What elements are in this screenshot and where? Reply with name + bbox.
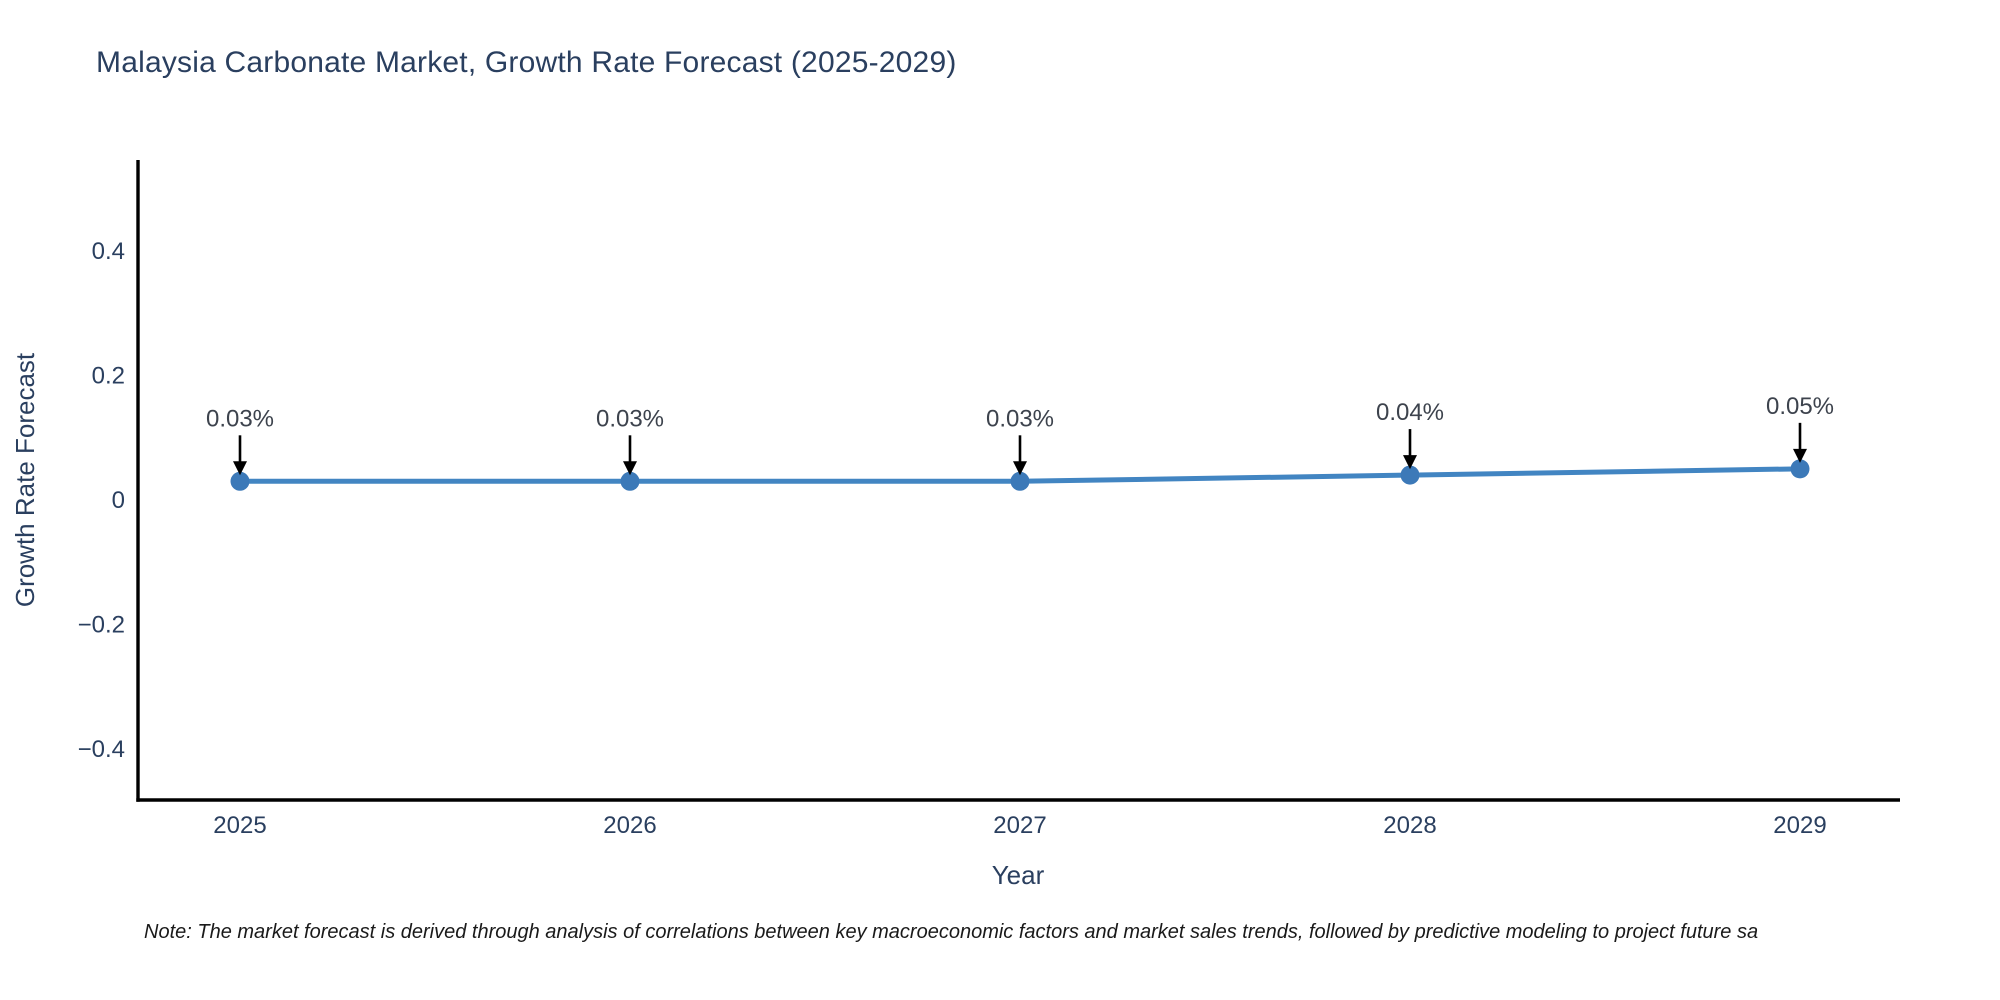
footnote: Note: The market forecast is derived thr… [144,921,1759,943]
y-axis-tick-label: 0.4 [92,238,125,265]
y-axis-tick-label: 0.2 [92,362,125,389]
data-point-marker [230,471,250,491]
x-axis-tick-label: 2027 [993,812,1046,839]
x-axis-tick-label: 2026 [603,812,656,839]
data-point-marker [1010,471,1030,491]
annotation-label: 0.05% [1766,393,1834,420]
x-axis-title: Year [992,860,1045,890]
annotation-arrow-head [233,461,247,476]
data-point-marker [620,471,640,491]
y-axis-tick-label: 0 [112,487,125,514]
annotation-arrow-head [623,461,637,476]
data-point-marker [1400,465,1420,485]
x-axis-tick-label: 2025 [213,812,266,839]
y-axis-tick-label: −0.2 [78,612,125,639]
annotation-label: 0.04% [1376,399,1444,426]
annotation-arrow-head [1403,455,1417,470]
annotation-label: 0.03% [206,405,274,432]
annotation-label: 0.03% [986,405,1054,432]
data-point-marker [1790,459,1810,479]
y-axis-title: Growth Rate Forecast [10,352,40,607]
y-axis-tick-label: −0.4 [78,736,125,763]
x-axis-tick-label: 2029 [1773,812,1826,839]
x-axis-tick-label: 2028 [1383,812,1436,839]
annotation-arrow-head [1013,461,1027,476]
annotation-label: 0.03% [596,405,664,432]
annotation-arrow-head [1793,448,1807,463]
chart-title: Malaysia Carbonate Market, Growth Rate F… [96,46,957,79]
